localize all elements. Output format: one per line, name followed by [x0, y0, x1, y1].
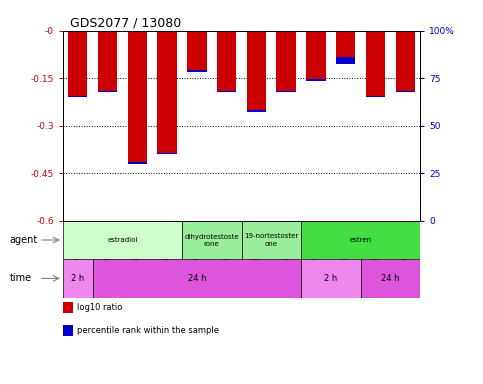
Bar	[366, 31, 385, 97]
Text: 19-nortestoster
one: 19-nortestoster one	[244, 233, 298, 247]
Bar	[247, 31, 266, 111]
Bar	[217, 31, 236, 93]
Bar	[187, 70, 207, 72]
Text: 2 h: 2 h	[324, 274, 338, 283]
Bar	[336, 31, 355, 64]
Text: 2 h: 2 h	[71, 274, 85, 283]
Bar	[306, 79, 326, 81]
Text: percentile rank within the sample: percentile rank within the sample	[77, 326, 219, 335]
Bar	[68, 31, 87, 97]
Text: estradiol: estradiol	[107, 237, 138, 243]
Bar	[157, 31, 177, 154]
Text: GDS2077 / 13080: GDS2077 / 13080	[70, 17, 181, 30]
Bar	[98, 91, 117, 93]
Bar	[128, 31, 147, 164]
Bar	[98, 31, 117, 93]
Text: 24 h: 24 h	[187, 274, 206, 283]
Bar	[68, 96, 87, 97]
Bar	[247, 110, 266, 111]
Text: 24 h: 24 h	[381, 274, 399, 283]
Bar	[93, 259, 301, 298]
Bar	[217, 91, 236, 93]
Bar	[63, 259, 93, 298]
Bar	[128, 162, 147, 164]
Bar	[301, 259, 361, 298]
Text: dihydrotestoste
rone: dihydrotestoste rone	[185, 233, 239, 247]
Bar	[301, 221, 420, 259]
Bar	[306, 31, 326, 81]
Bar	[187, 31, 207, 72]
Bar	[157, 153, 177, 154]
Bar	[366, 96, 385, 97]
Bar	[182, 221, 242, 259]
Text: agent: agent	[10, 235, 38, 245]
Bar	[396, 91, 415, 93]
Text: time: time	[10, 273, 32, 283]
Text: estren: estren	[350, 237, 372, 243]
Bar	[396, 31, 415, 93]
Bar	[63, 221, 182, 259]
Bar	[276, 91, 296, 93]
Bar	[336, 57, 355, 64]
Bar	[242, 221, 301, 259]
Bar	[276, 31, 296, 93]
Text: log10 ratio: log10 ratio	[77, 303, 123, 312]
Bar	[361, 259, 420, 298]
